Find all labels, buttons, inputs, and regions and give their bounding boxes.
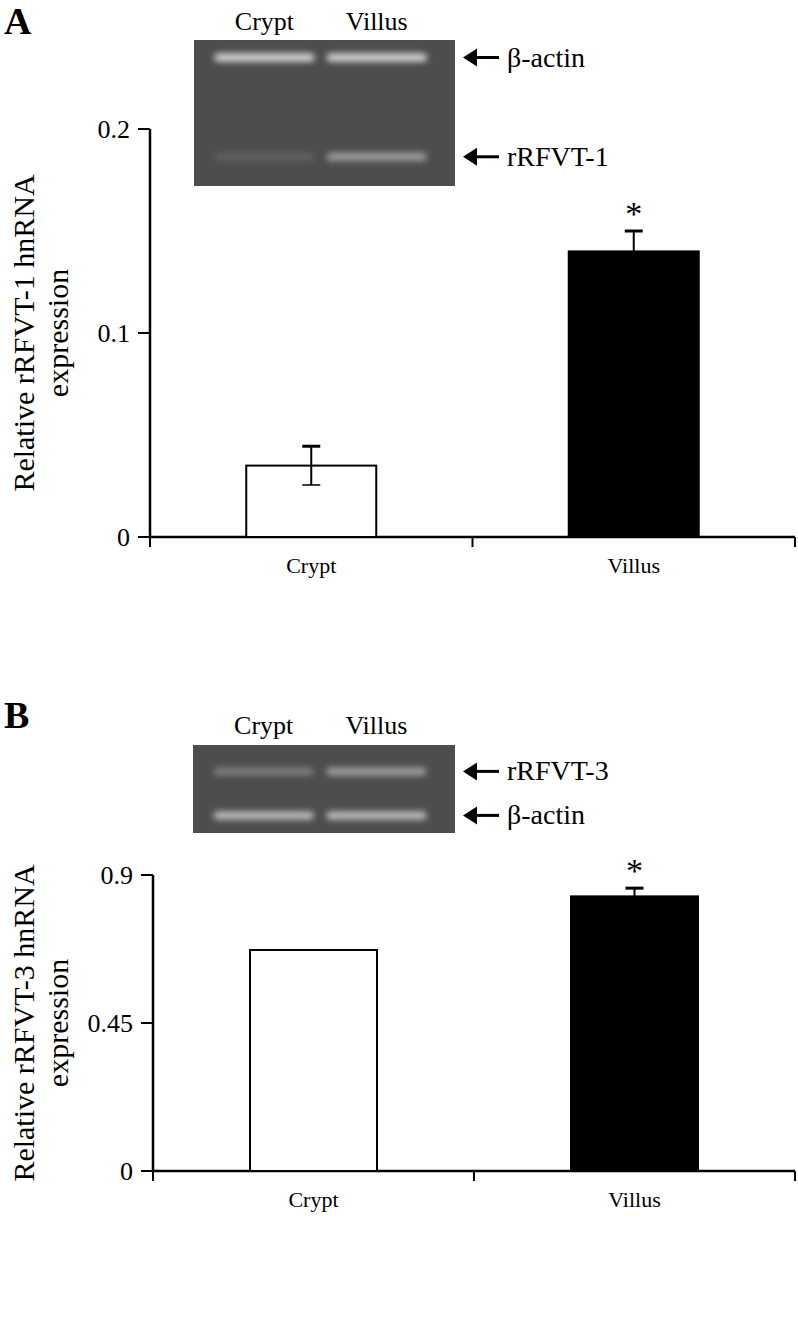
band-label: β-actin bbox=[507, 42, 585, 73]
arrow-head bbox=[463, 762, 477, 780]
gel-band bbox=[326, 767, 426, 775]
gel-band bbox=[327, 54, 427, 62]
arrow-head bbox=[463, 49, 477, 67]
x-tick bbox=[473, 1171, 475, 1181]
x-tick-label: Crypt bbox=[288, 1187, 338, 1212]
x-tick bbox=[794, 1171, 796, 1181]
error-bar bbox=[625, 231, 643, 272]
gel-band bbox=[214, 767, 314, 775]
arrow-head bbox=[463, 806, 477, 824]
error-line bbox=[634, 888, 636, 904]
bar bbox=[569, 251, 699, 537]
error-bar bbox=[302, 446, 320, 485]
error-cap bbox=[302, 484, 320, 486]
x-tick-label: Crypt bbox=[286, 553, 336, 578]
y-tick bbox=[141, 1170, 153, 1172]
y-tick-label: 0.1 bbox=[98, 319, 131, 348]
significance-label: * bbox=[625, 195, 642, 232]
y-axis-label-line: Relative rRFVT-3 hnRNA bbox=[7, 864, 40, 1182]
x-tick-label: Villus bbox=[608, 1187, 660, 1212]
y-axis-label: Relative rRFVT-1 hnRNAexpression bbox=[7, 174, 74, 492]
lane-label: Crypt bbox=[235, 7, 295, 36]
error-line bbox=[310, 446, 312, 485]
gel-inset: Crypt Villus rRFVT-3 β-actin bbox=[193, 711, 609, 833]
y-tick-label: 0.2 bbox=[98, 115, 131, 144]
gel-background bbox=[194, 40, 455, 186]
band-label: rRFVT-1 bbox=[507, 141, 609, 172]
panel: A Relative rRFVT-1 hnRNAexpression 0 0.1 0.2… bbox=[4, 0, 795, 578]
marks bbox=[246, 231, 699, 537]
x-tick-label: Villus bbox=[608, 553, 660, 578]
error-cap bbox=[625, 271, 643, 273]
y-axis-label: Relative rRFVT-3 hnRNAexpression bbox=[7, 864, 74, 1182]
panel-label: A bbox=[4, 0, 32, 42]
error-cap bbox=[302, 445, 320, 448]
y-tick-label: 0.45 bbox=[88, 1009, 134, 1038]
y-tick bbox=[138, 332, 150, 334]
y-tick bbox=[141, 1022, 153, 1024]
gel-band bbox=[214, 811, 314, 819]
bar bbox=[250, 950, 377, 1171]
gel-band bbox=[326, 811, 426, 819]
bar bbox=[571, 896, 698, 1171]
x-tick bbox=[472, 537, 474, 547]
lane-label: Villus bbox=[346, 7, 408, 36]
y-tick-label: 0 bbox=[120, 1157, 133, 1186]
lane-label: Villus bbox=[345, 711, 407, 740]
y-tick-label: 0.9 bbox=[101, 861, 134, 890]
panel-label: B bbox=[4, 694, 29, 736]
arrow-head bbox=[463, 148, 477, 166]
error-cap bbox=[626, 904, 644, 906]
lane-label: Crypt bbox=[234, 711, 294, 740]
y-axis-label-line: Relative rRFVT-1 hnRNA bbox=[7, 174, 40, 492]
panel: B Relative rRFVT-3 hnRNAexpression 0 0.45 0.… bbox=[4, 694, 795, 1212]
y-tick bbox=[138, 536, 150, 538]
error-bar bbox=[626, 888, 644, 904]
error-line bbox=[633, 231, 635, 272]
y-axis-label-line: expression bbox=[41, 959, 74, 1087]
figure: ARelative rRFVT-1 hnRNAexpression00.10.2… bbox=[0, 0, 798, 1326]
y-tick bbox=[141, 874, 153, 876]
gel-band bbox=[327, 153, 427, 161]
band-label: β-actin bbox=[507, 799, 585, 830]
gel-band bbox=[214, 153, 314, 161]
y-tick-label: 0 bbox=[117, 523, 130, 552]
marks bbox=[250, 888, 698, 1171]
x-tick bbox=[149, 537, 151, 547]
y-tick bbox=[138, 128, 150, 130]
gel-inset: Crypt Villus β-actin rRFVT-1 bbox=[194, 7, 609, 186]
significance-label: * bbox=[626, 852, 643, 889]
gel-background bbox=[193, 745, 455, 833]
x-tick bbox=[794, 537, 796, 547]
gel-band bbox=[214, 54, 314, 62]
x-tick bbox=[152, 1171, 154, 1181]
band-label: rRFVT-3 bbox=[507, 755, 609, 786]
y-axis-label-line: expression bbox=[41, 269, 74, 397]
